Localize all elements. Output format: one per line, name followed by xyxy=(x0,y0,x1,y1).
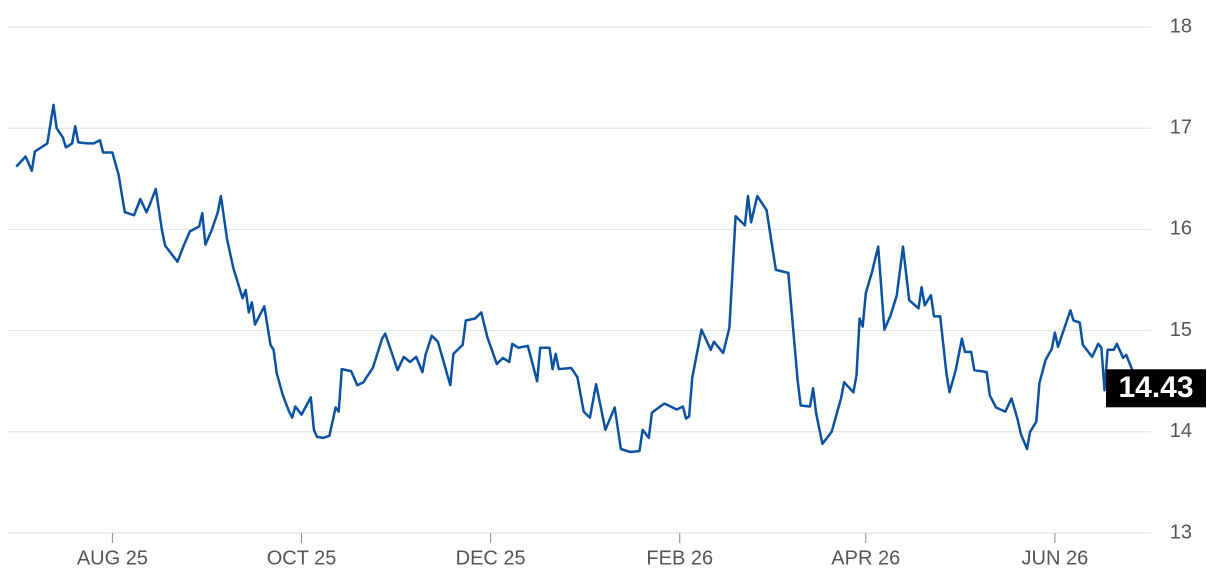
x-tick-label: DEC 25 xyxy=(456,547,526,569)
y-tick-label: 18 xyxy=(1170,15,1192,37)
y-tick-label: 17 xyxy=(1170,116,1192,138)
x-tick-label: JUN 26 xyxy=(1022,547,1089,569)
last-value-label: 14.43 xyxy=(1118,371,1193,404)
x-tick-label: OCT 25 xyxy=(267,547,337,569)
x-tick-label: FEB 26 xyxy=(646,547,713,569)
y-tick-label: 14 xyxy=(1170,420,1192,442)
y-tick-label: 16 xyxy=(1170,218,1192,240)
x-tick-label: AUG 25 xyxy=(77,547,148,569)
last-value-badge xyxy=(1106,369,1206,408)
x-tick-label: APR 26 xyxy=(831,547,900,569)
price-line xyxy=(15,103,1149,454)
y-tick-label: 13 xyxy=(1170,521,1192,543)
y-tick-label: 15 xyxy=(1170,319,1192,341)
